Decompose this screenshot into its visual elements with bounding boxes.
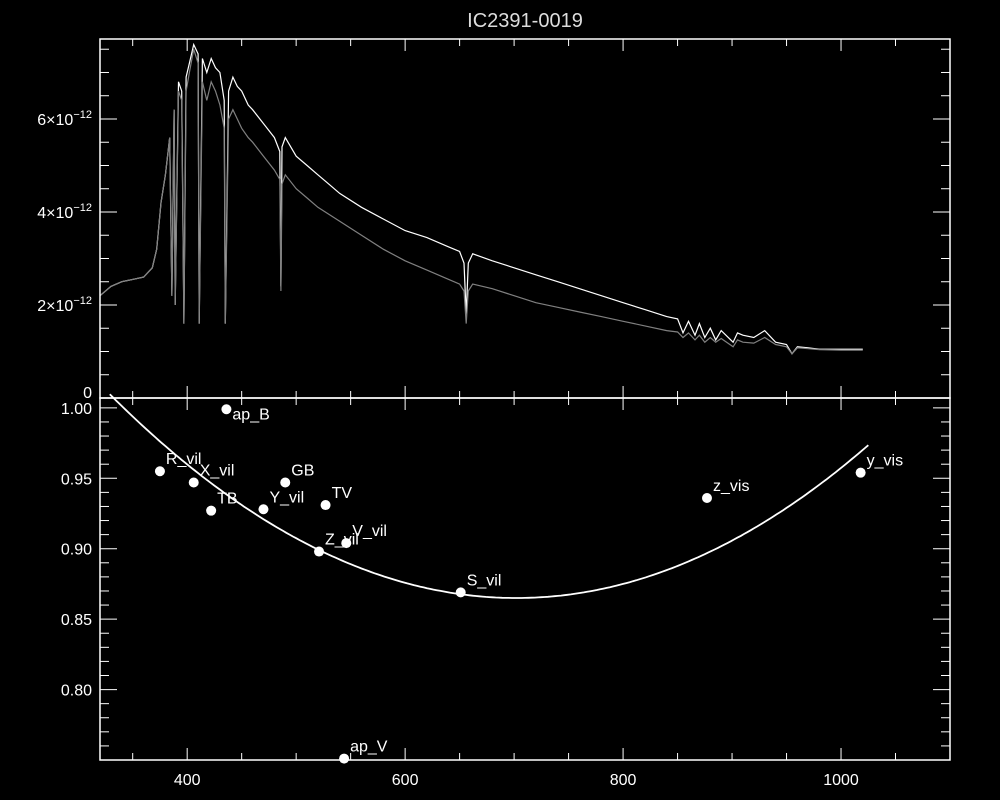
y-tick-label: 0.95 xyxy=(61,471,92,488)
y-tick-mantissa: 4×10 xyxy=(37,205,73,222)
y-tick-label: 0.85 xyxy=(61,612,92,629)
data-point xyxy=(188,477,199,488)
y-tick-exponent: −12 xyxy=(73,295,92,307)
point-label: GB xyxy=(291,463,314,480)
y-tick-label: 0.80 xyxy=(61,683,92,700)
point-label: Y_vil xyxy=(269,489,304,506)
data-point xyxy=(280,477,291,488)
spectrum-series-1 xyxy=(99,49,863,355)
y-tick-label: 1.00 xyxy=(61,401,92,418)
data-point xyxy=(258,504,269,515)
y-tick-exponent: −12 xyxy=(73,109,92,121)
x-tick-label: 800 xyxy=(610,772,637,789)
spectrum-series-0 xyxy=(99,42,863,355)
bottom-plot-frame xyxy=(99,397,951,761)
y-tick-mantissa: 6×10 xyxy=(37,112,73,129)
y-tick-exponent: −12 xyxy=(73,202,92,214)
point-label: ap_B xyxy=(232,406,269,423)
data-point xyxy=(154,466,165,477)
data-point xyxy=(339,753,350,764)
point-label: z_vis xyxy=(713,478,749,495)
point-label: y_vis xyxy=(867,453,903,470)
data-point xyxy=(455,587,466,598)
y-tick-mantissa: 0 xyxy=(83,385,92,402)
y-tick-label: 0.90 xyxy=(61,542,92,559)
fit-curve xyxy=(109,393,869,599)
point-label: TB xyxy=(217,491,237,508)
data-point xyxy=(855,467,866,478)
point-label: S_vil xyxy=(467,572,502,589)
point-label: R_vil xyxy=(166,451,202,468)
y-tick-label: 4×10−12 xyxy=(37,202,92,222)
x-tick-label: 600 xyxy=(392,772,419,789)
point-label: V_vil xyxy=(352,523,387,540)
point-label: TV xyxy=(332,485,353,502)
y-tick-mantissa: 2×10 xyxy=(37,298,73,315)
x-tick-label: 400 xyxy=(174,772,201,789)
point-label: X_vil xyxy=(200,463,235,480)
data-point xyxy=(320,500,331,511)
data-point xyxy=(341,538,352,549)
x-tick-label: 1000 xyxy=(823,772,859,789)
point-label: ap_V xyxy=(350,739,388,756)
data-point xyxy=(314,546,325,557)
data-point xyxy=(206,505,217,516)
data-point xyxy=(701,493,712,504)
spectrum-panel: 02×10−124×10−126×10−12 xyxy=(37,38,951,402)
y-tick-label: 6×10−12 xyxy=(37,109,92,129)
chart-title: IC2391-0019 xyxy=(467,10,583,32)
data-point xyxy=(221,404,232,415)
y-tick-label: 2×10−12 xyxy=(37,295,92,315)
y-tick-label: 0 xyxy=(83,385,92,402)
